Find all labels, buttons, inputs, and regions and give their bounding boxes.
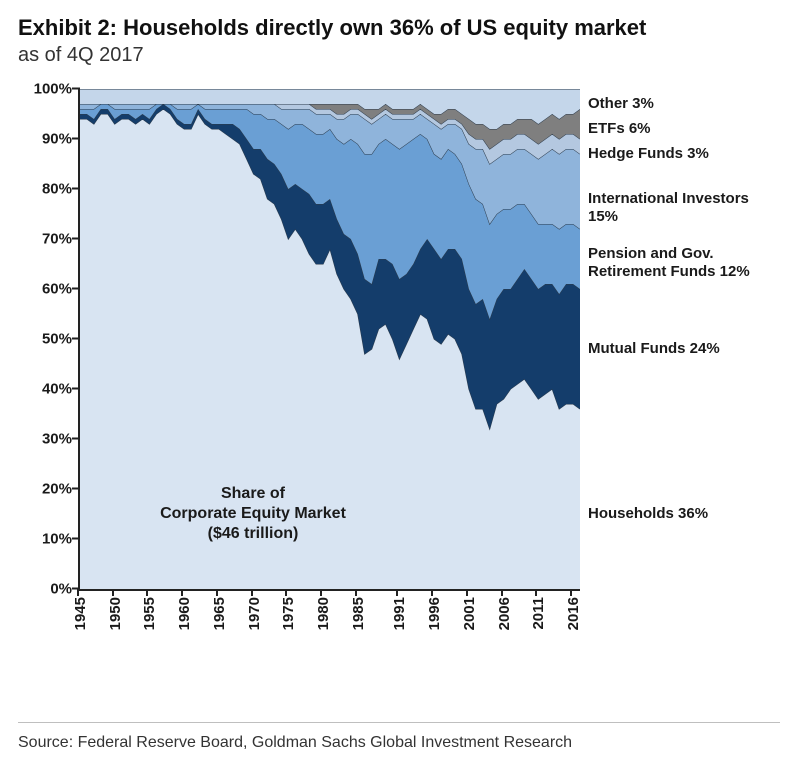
stacked-area-chart: 0%10%20%30%40%50%60%70%80%90%100% 194519… (18, 89, 788, 689)
y-tick: 30% (18, 430, 72, 447)
x-tick: 1950 (107, 597, 124, 630)
exhibit-title: Exhibit 2: Households directly own 36% o… (18, 14, 790, 42)
x-tick: 2006 (496, 597, 513, 630)
x-tick: 1960 (176, 597, 193, 630)
series-label-pension: Pension and Gov. Retirement Funds 12% (588, 245, 750, 281)
chart-annotation: Share of Corporate Equity Market ($46 tr… (133, 484, 373, 544)
y-tick: 90% (18, 130, 72, 147)
y-tick: 10% (18, 530, 72, 547)
x-tick: 1970 (246, 597, 263, 630)
x-tick: 2011 (530, 597, 547, 630)
x-tick: 1991 (391, 597, 408, 630)
series-label-households: Households 36% (588, 505, 708, 523)
x-tick: 1975 (280, 597, 297, 630)
y-tick: 50% (18, 330, 72, 347)
x-tick: 2001 (461, 597, 478, 630)
x-tick: 1955 (141, 597, 158, 630)
exhibit-card: { "title": "Exhibit 2: Households direct… (0, 0, 808, 769)
exhibit-subtitle: as of 4Q 2017 (18, 44, 790, 67)
y-tick: 100% (18, 80, 72, 97)
x-tick: 1985 (350, 597, 367, 630)
divider (18, 722, 780, 723)
x-tick: 1945 (72, 597, 89, 630)
series-label-mutual_funds: Mutual Funds 24% (588, 340, 720, 358)
y-tick: 40% (18, 380, 72, 397)
x-tick: 2016 (565, 597, 582, 630)
y-tick: 0% (18, 580, 72, 597)
series-label-etfs: ETFs 6% (588, 120, 651, 138)
series-label-intl: International Investors 15% (588, 190, 749, 226)
series-label-hedge: Hedge Funds 3% (588, 145, 709, 163)
y-tick: 20% (18, 480, 72, 497)
y-tick: 70% (18, 230, 72, 247)
x-tick: 1980 (315, 597, 332, 630)
y-tick: 60% (18, 280, 72, 297)
x-tick: 1965 (211, 597, 228, 630)
x-tick: 1996 (426, 597, 443, 630)
series-label-other: Other 3% (588, 95, 654, 113)
y-tick: 80% (18, 180, 72, 197)
source-text: Source: Federal Reserve Board, Goldman S… (18, 734, 572, 752)
